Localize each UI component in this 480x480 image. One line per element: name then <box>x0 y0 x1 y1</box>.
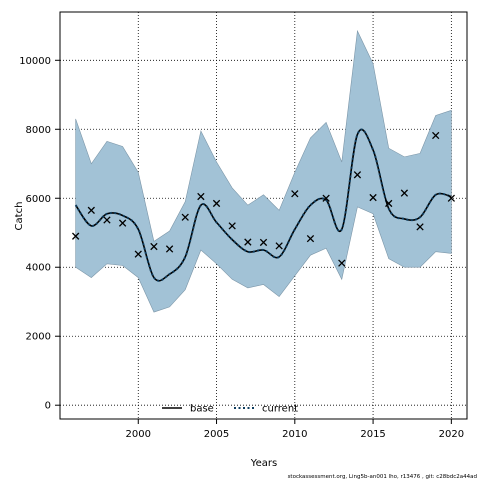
legend: base current <box>162 404 298 415</box>
observed-point <box>432 131 440 140</box>
legend-label-current: current <box>262 404 298 415</box>
observed-point <box>369 193 377 202</box>
observed-point <box>165 245 174 253</box>
observed-point <box>306 234 315 243</box>
observed-point <box>134 250 142 258</box>
legend-label-base: base <box>190 404 214 415</box>
observed-point <box>181 213 189 221</box>
observed-point <box>71 232 80 240</box>
observed-point <box>447 194 456 202</box>
x-axis-title: Years <box>250 458 277 469</box>
observed-point <box>322 194 330 202</box>
legend-item-base: base <box>162 404 214 415</box>
observed-point <box>150 242 158 251</box>
observed-point <box>244 238 252 246</box>
observed-point <box>416 223 424 231</box>
observed-point <box>103 216 111 224</box>
y-tick-label: 8000 <box>26 125 51 136</box>
x-tick-label: 2020 <box>439 429 464 440</box>
observed-point <box>338 259 346 267</box>
observed-point <box>228 222 236 230</box>
footer-note: stockassessment.org, Ling5b-an001 lho, r… <box>288 474 477 480</box>
observed-points <box>71 131 456 267</box>
y-tick-label: 10000 <box>19 56 51 67</box>
plot-frame <box>59 11 468 420</box>
y-tick-label: 0 <box>45 401 51 412</box>
series-line-current <box>74 128 452 282</box>
legend-item-current: current <box>234 404 298 415</box>
observed-point <box>385 199 393 208</box>
y-tick-label: 4000 <box>26 263 51 274</box>
x-tick-label: 2005 <box>204 429 229 440</box>
observed-point <box>400 189 409 197</box>
observed-point <box>353 171 362 179</box>
observed-point <box>212 199 221 208</box>
observed-point <box>87 206 95 214</box>
y-tick-label: 6000 <box>26 194 51 205</box>
observed-point <box>291 190 299 198</box>
x-tick-label: 2010 <box>282 429 307 440</box>
observed-point <box>259 238 268 247</box>
axis-ticks: 2000 2005 2010 2015 2020 0 2000 4000 6000 8000 100… <box>19 56 464 440</box>
x-tick-label: 2000 <box>126 429 151 440</box>
y-axis-title: Catch <box>14 202 25 231</box>
observed-point <box>197 192 205 201</box>
x-tick-label: 2015 <box>360 429 385 440</box>
confidence-band <box>75 29 452 313</box>
observed-point <box>118 219 127 227</box>
y-tick-label: 2000 <box>26 332 51 343</box>
observed-point <box>275 242 283 250</box>
